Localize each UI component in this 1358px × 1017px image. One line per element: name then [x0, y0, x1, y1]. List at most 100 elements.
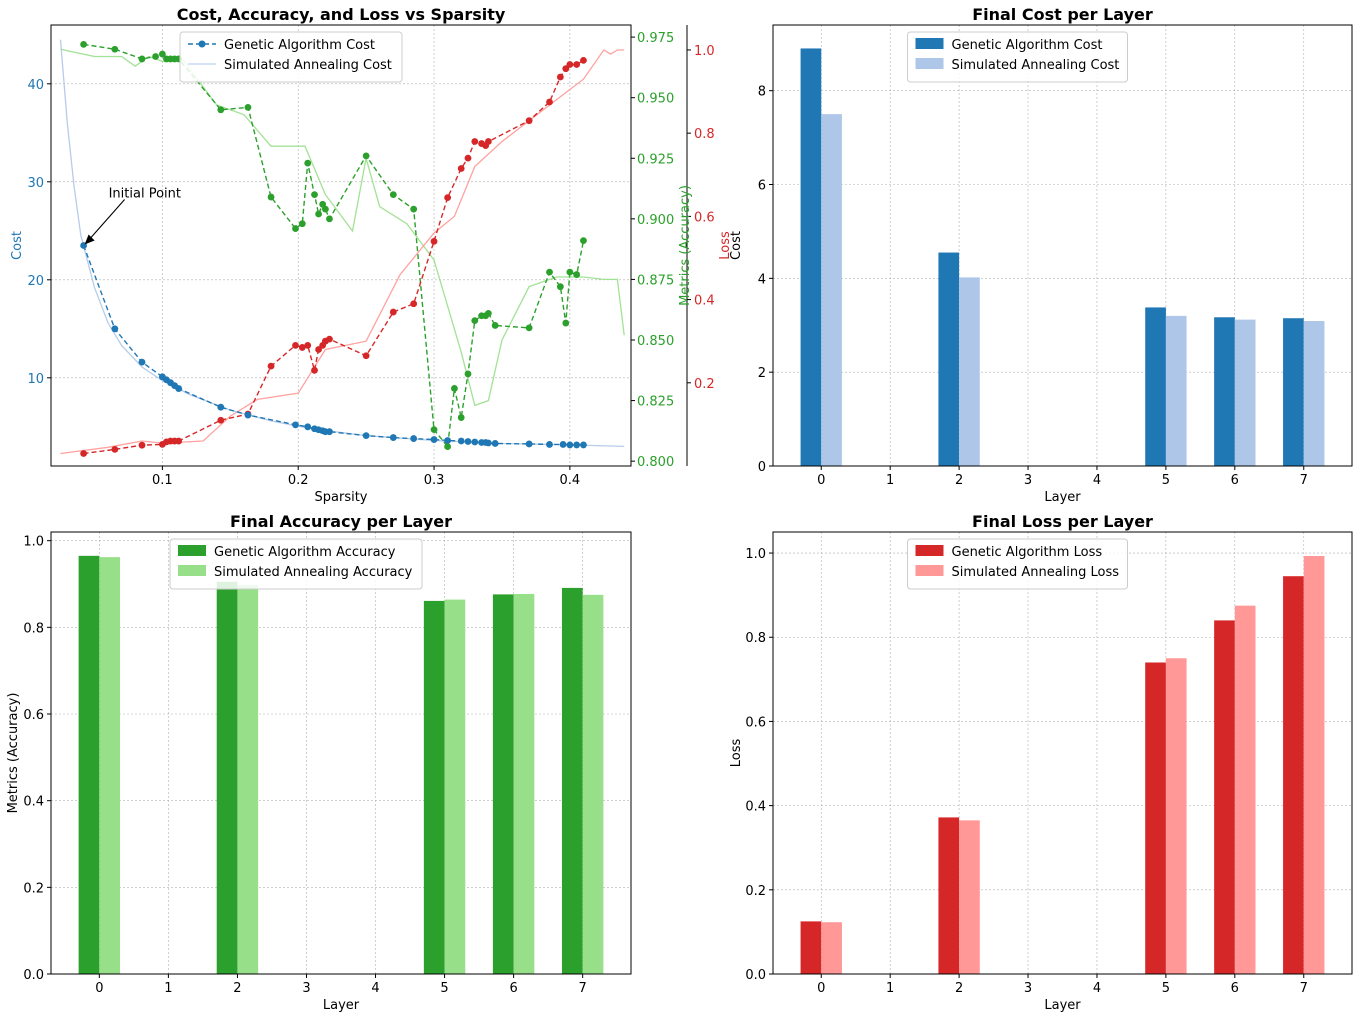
- x-tick-label: 1: [886, 473, 894, 488]
- data-point: [566, 441, 574, 449]
- data-point: [457, 414, 465, 421]
- data-point: [304, 159, 312, 167]
- annotation-label: Initial Point: [109, 187, 181, 202]
- bar: [1234, 319, 1256, 466]
- data-point: [292, 225, 299, 232]
- data-point: [138, 441, 146, 449]
- data-point: [471, 138, 479, 145]
- x-tick-label: 1: [164, 981, 172, 996]
- bar: [1214, 620, 1235, 974]
- data-point: [138, 358, 146, 366]
- legend-label: Genetic Algorithm Cost: [952, 38, 1103, 53]
- y-right2-tick-label: 0.2: [694, 377, 715, 392]
- data-point: [484, 439, 492, 447]
- y-tick-label: 0.8: [745, 631, 766, 646]
- chart-title: Final Loss per Layer: [972, 512, 1153, 531]
- data-point: [217, 403, 225, 411]
- y-tick-label: 0.0: [23, 968, 44, 983]
- legend-label: Genetic Algorithm Loss: [952, 545, 1103, 560]
- data-point: [580, 56, 587, 64]
- data-point: [311, 191, 318, 199]
- data-point: [321, 205, 329, 213]
- data-point: [562, 65, 570, 73]
- x-axis-label: Layer: [1044, 490, 1081, 505]
- series-line: [60, 49, 625, 455]
- legend-label: Genetic Algorithm Cost: [224, 38, 375, 53]
- data-point: [389, 191, 397, 199]
- x-tick-label: 0: [817, 473, 825, 488]
- data-point: [580, 441, 587, 449]
- y-tick-label: 6: [758, 179, 766, 194]
- data-point: [138, 55, 146, 63]
- y-tick-label: 0.4: [23, 795, 44, 810]
- y-right1-tick-label: 0.900: [637, 213, 674, 228]
- data-point: [175, 437, 183, 445]
- data-point: [389, 434, 397, 441]
- y-tick-label: 0.6: [23, 708, 44, 723]
- data-point: [430, 426, 438, 434]
- bar: [821, 114, 842, 466]
- data-point: [80, 40, 87, 48]
- data-point: [292, 341, 299, 349]
- x-tick-label: 4: [1093, 473, 1101, 488]
- x-tick-label: 5: [1162, 473, 1170, 488]
- x-tick-label: 5: [440, 981, 448, 996]
- data-point: [326, 215, 333, 223]
- data-point: [491, 322, 499, 329]
- data-point: [573, 441, 581, 449]
- data-point: [525, 324, 533, 332]
- y-tick-label: 2: [758, 366, 766, 381]
- bar: [78, 555, 100, 974]
- data-point: [573, 61, 581, 68]
- bar: [1303, 555, 1325, 974]
- series-line: [60, 48, 625, 407]
- data-point: [525, 117, 533, 125]
- data-point: [580, 237, 587, 245]
- y-axis-label: Cost: [10, 231, 25, 260]
- plot-frame: [772, 24, 1353, 467]
- y-tick-label: 10: [27, 372, 44, 387]
- legend-box: [179, 31, 403, 83]
- y-axis-label: Loss: [729, 739, 744, 768]
- data-point: [484, 138, 492, 145]
- data-point: [315, 210, 322, 218]
- x-tick-label: 6: [509, 981, 517, 996]
- x-tick-label: 7: [1300, 981, 1308, 996]
- y-tick-label: 0.2: [23, 881, 44, 896]
- plot-frame: [772, 531, 1353, 975]
- legend: Genetic Algorithm Cost Simulated Annealin…: [907, 31, 1128, 83]
- legend-swatch: [915, 565, 944, 576]
- x-tick-label: 7: [579, 981, 587, 996]
- legend: Genetic Algorithm Loss Simulated Annealin…: [907, 538, 1128, 590]
- y-right2-tick-label: 0.6: [694, 210, 715, 225]
- legend-label: Simulated Annealing Accuracy: [214, 565, 413, 580]
- legend-box: [907, 31, 1128, 83]
- chart-sparsity: 10 20 30 40 0.1 0.2 0.3 0.4 0.800 0.825 0.850 0.875…: [10, 5, 733, 505]
- data-point: [267, 193, 275, 201]
- data-point: [430, 237, 438, 245]
- chart-title: Final Accuracy per Layer: [230, 512, 452, 531]
- y-right1-tick-label: 0.850: [637, 334, 674, 349]
- y-tick-label: 40: [27, 78, 44, 93]
- data-point: [457, 437, 465, 445]
- data-point: [573, 271, 581, 278]
- bar: [959, 277, 980, 466]
- data-point: [304, 341, 312, 349]
- chart-title: Cost, Accuracy, and Loss vs Sparsity: [177, 5, 506, 24]
- x-tick-label: 0.1: [152, 473, 173, 488]
- data-point: [362, 152, 370, 160]
- data-point: [244, 411, 252, 419]
- data-point: [111, 445, 119, 453]
- data-point: [546, 98, 553, 106]
- bar: [216, 581, 238, 974]
- data-point: [457, 165, 465, 172]
- legend: Genetic Algorithm Accuracy Simulated Anne…: [169, 538, 423, 590]
- data-point: [362, 432, 370, 440]
- annotation-arrowhead: [84, 234, 95, 245]
- data-point: [525, 440, 533, 448]
- x-tick-label: 5: [1162, 981, 1170, 996]
- x-tick-label: 2: [955, 473, 963, 488]
- x-tick-label: 0.3: [424, 473, 445, 488]
- y-tick-label: 0.2: [745, 884, 766, 899]
